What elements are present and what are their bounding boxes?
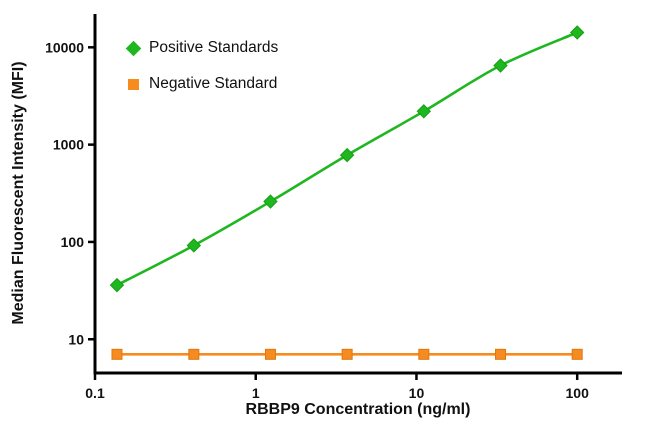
data-point-square (494, 348, 506, 360)
data-point-square (111, 348, 123, 360)
legend-label: Positive Standards (149, 39, 279, 56)
data-point-diamond (109, 277, 125, 293)
data-point-diamond (493, 58, 508, 73)
y-tick-label: 10000 (45, 39, 84, 55)
data-point-square (571, 348, 583, 360)
data-point-diamond (416, 104, 432, 119)
data-point-diamond (263, 194, 278, 209)
data-point-diamond (339, 147, 355, 163)
x-tick-label: 100 (566, 385, 590, 401)
y-tick-label: 10 (68, 331, 84, 347)
x-tick-label: 10 (409, 385, 425, 401)
data-point-diamond (186, 238, 202, 253)
legend-item-positive-standards: Positive Standards (125, 33, 279, 63)
y-axis-title: Median Fluorescent Intensity (MFI) (10, 61, 27, 325)
x-axis-title: RBBP9 Concentration (ng/ml) (245, 401, 471, 418)
data-point-square (341, 348, 353, 360)
y-tick-label: 1000 (53, 137, 84, 153)
legend-item-negative-standard: Negative Standard (128, 69, 278, 99)
x-tick-label: 1 (252, 385, 260, 401)
data-point-square (418, 348, 430, 360)
square-marker-icon (128, 78, 139, 90)
x-tick-label: 0.1 (85, 385, 105, 401)
data-point-square (264, 348, 276, 360)
legend: Positive Standards Negative Standard (125, 33, 279, 105)
diamond-marker-icon (125, 40, 142, 56)
legend-label: Negative Standard (149, 75, 278, 92)
y-tick-label: 100 (61, 234, 85, 250)
data-point-square (188, 348, 200, 360)
data-point-diamond (569, 25, 585, 40)
